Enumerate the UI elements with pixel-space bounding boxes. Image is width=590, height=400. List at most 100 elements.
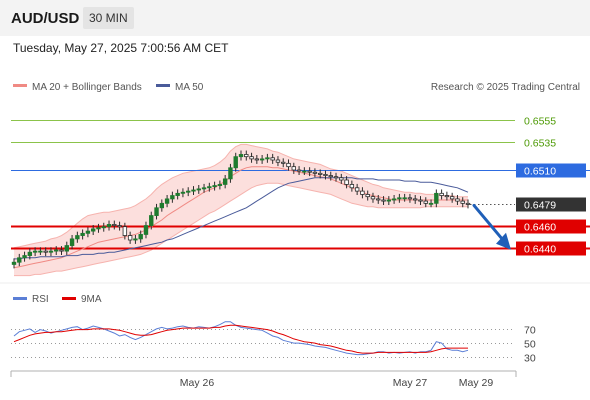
datetime-label: Tuesday, May 27, 2025 7:00:56 AM CET bbox=[13, 41, 229, 55]
rsi-tick-label: 70 bbox=[524, 325, 536, 337]
candle-body bbox=[317, 172, 323, 175]
candle-body bbox=[391, 198, 397, 201]
candle-body bbox=[159, 202, 165, 209]
candle-body bbox=[96, 227, 101, 230]
candle-body bbox=[244, 154, 249, 158]
candle-body bbox=[38, 250, 43, 253]
candle-body bbox=[238, 154, 244, 158]
price-tag-label: 0.6535 bbox=[524, 138, 556, 150]
candle-body bbox=[323, 174, 328, 176]
candle-body bbox=[286, 162, 291, 168]
candle-body bbox=[191, 189, 196, 192]
forecast-arrow-shaft bbox=[472, 203, 504, 241]
x-tick-label: May 26 bbox=[180, 377, 215, 389]
candle-body bbox=[138, 234, 143, 240]
candle-body bbox=[32, 250, 38, 253]
candle-body bbox=[259, 158, 265, 161]
candle-body bbox=[460, 200, 465, 204]
price-tag-label: 0.6460 bbox=[524, 222, 556, 234]
candle-body bbox=[465, 202, 471, 205]
price-tag-label: 0.6555 bbox=[524, 116, 556, 128]
candle-body bbox=[455, 198, 460, 202]
candle-body bbox=[444, 195, 450, 198]
candle-body bbox=[360, 190, 365, 195]
bollinger-upper-line bbox=[13, 143, 468, 249]
price-tag-support bbox=[516, 241, 586, 256]
x-tick-label: May 29 bbox=[459, 377, 494, 389]
candle-body bbox=[48, 250, 54, 253]
candle-body bbox=[302, 170, 307, 173]
ma50-line bbox=[14, 177, 469, 260]
candlesticks bbox=[11, 150, 471, 269]
candle-body bbox=[180, 191, 186, 194]
candle-body bbox=[143, 225, 149, 235]
candle-body bbox=[233, 156, 238, 169]
candle-body bbox=[333, 176, 339, 179]
candle-body bbox=[43, 250, 48, 253]
price-tag-label: 0.6440 bbox=[524, 244, 556, 256]
candle-body bbox=[418, 199, 423, 202]
symbol-title: AUD/USD bbox=[11, 10, 80, 27]
candle-body bbox=[328, 175, 333, 178]
candle-body bbox=[186, 190, 191, 193]
candle-body bbox=[133, 238, 138, 241]
candle-body bbox=[249, 156, 254, 160]
legend-bollinger: MA 20 + Bollinger Bands bbox=[32, 82, 142, 93]
rsi-tick-label: 50 bbox=[524, 339, 536, 351]
candle-body bbox=[370, 196, 376, 200]
candle-body bbox=[64, 245, 69, 252]
candle-body bbox=[217, 184, 223, 186]
candle-body bbox=[270, 157, 275, 161]
candle-body bbox=[22, 255, 27, 259]
candle-body bbox=[439, 192, 444, 196]
candle-body bbox=[296, 169, 302, 172]
candle-body bbox=[112, 224, 117, 226]
forecast-arrow bbox=[472, 203, 511, 250]
candle-body bbox=[154, 207, 159, 216]
price-tag-label: 0.6510 bbox=[524, 166, 556, 178]
candle-body bbox=[402, 197, 407, 200]
candle-body bbox=[17, 257, 22, 263]
price-tags: 0.6555 0.6535 0.6510 0.6479 0.6460 0.6440 bbox=[516, 116, 586, 256]
legend-rsi-swatch bbox=[13, 297, 27, 300]
candle-body bbox=[27, 251, 33, 256]
candle-body bbox=[228, 167, 233, 180]
candle-body bbox=[397, 197, 402, 200]
candle-body bbox=[281, 161, 286, 164]
candle-body bbox=[381, 199, 386, 202]
candle-body bbox=[80, 232, 85, 236]
legend-rsi-ma: 9MA bbox=[81, 294, 102, 305]
legend-bollinger-swatch bbox=[13, 84, 27, 87]
candle-body bbox=[349, 184, 355, 189]
candle-body bbox=[312, 171, 318, 174]
legend-ma50-swatch bbox=[156, 84, 170, 87]
rsi-line bbox=[13, 321, 469, 356]
candle-body bbox=[201, 187, 207, 190]
forecast-arrow-head bbox=[496, 232, 511, 250]
rsi-panel: 70 50 30 bbox=[11, 321, 536, 365]
candle-body bbox=[101, 226, 106, 229]
candle-body bbox=[407, 197, 413, 200]
candle-body bbox=[127, 235, 133, 241]
candle-body bbox=[175, 192, 180, 196]
candle-body bbox=[122, 226, 128, 236]
header-bar: AUD/USD 30 MIN bbox=[0, 0, 590, 36]
candle-body bbox=[149, 215, 154, 226]
candle-body bbox=[376, 198, 381, 201]
legend-rsi: RSI bbox=[32, 294, 49, 305]
candle-body bbox=[75, 235, 80, 240]
price-tag-label: 0.6479 bbox=[524, 200, 556, 212]
bollinger-lower-line bbox=[14, 182, 468, 277]
candle-body bbox=[354, 187, 360, 192]
price-tag-pivot bbox=[516, 163, 586, 178]
candle-body bbox=[207, 186, 212, 189]
price-tag-last bbox=[516, 197, 586, 212]
candle-body bbox=[254, 158, 260, 161]
candle-body bbox=[85, 230, 91, 234]
candle-body bbox=[428, 202, 434, 205]
timeframe-button[interactable]: 30 MIN bbox=[83, 7, 134, 29]
candle-body bbox=[59, 249, 64, 252]
candle-body bbox=[307, 170, 312, 173]
